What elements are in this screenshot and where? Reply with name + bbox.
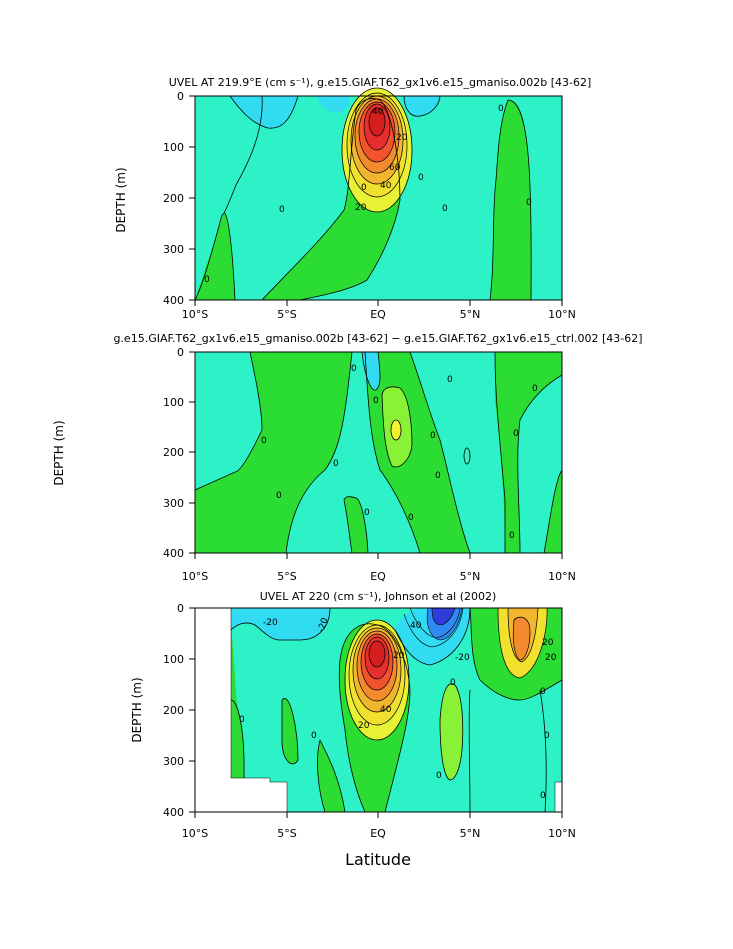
contour-label: 20 — [393, 651, 405, 661]
y-tick-label: 200 — [163, 192, 184, 205]
contour-label: 0 — [311, 731, 317, 741]
y-tick-label: 400 — [163, 547, 184, 560]
contour-label: 0 — [261, 436, 267, 446]
x-tick-label: 5°S — [277, 827, 296, 840]
contour-label: 20 — [396, 133, 408, 143]
x-tick-label: EQ — [370, 308, 386, 321]
contour-label: 20 — [545, 653, 557, 663]
y-tick-label: 300 — [163, 243, 184, 256]
x-tick-label: 10°S — [182, 308, 208, 321]
y-tick-label: 0 — [177, 346, 184, 359]
contour-label: -20 — [316, 616, 331, 633]
panel-1-title: UVEL AT 219.9°E (cm s⁻¹), g.e15.GIAF.T62… — [169, 76, 592, 89]
contour-label: 20 — [358, 721, 370, 731]
y-tick-label: 300 — [163, 755, 184, 768]
contour-label: 0 — [526, 198, 532, 208]
x-tick-label: 5°N — [460, 827, 481, 840]
contour-label: 0 — [430, 431, 436, 441]
y-tick-label: 400 — [163, 294, 184, 307]
panel-2-axes — [189, 351, 563, 559]
contour-label: 0 — [513, 429, 519, 439]
contour-label: 0 — [435, 471, 441, 481]
y-axis-label: DEPTH (m) — [52, 420, 66, 485]
x-tick-label: 10°N — [548, 570, 576, 583]
contour-label: 0 — [436, 771, 442, 781]
contour-label: 0 — [276, 491, 282, 501]
contour-label: 20 — [355, 203, 367, 213]
contour-label: 0 — [351, 364, 357, 374]
y-tick-label: 100 — [163, 141, 184, 154]
y-tick-label: 100 — [163, 653, 184, 666]
x-tick-label: 10°N — [548, 308, 576, 321]
contour-label: 0 — [204, 275, 210, 285]
contour-label: -20 — [263, 618, 278, 628]
panel-3-contour-labels: -20 -20 20 40 20 40 -20 20 20 0 0 0 0 0 … — [239, 616, 557, 801]
contour-label: 0 — [509, 531, 515, 541]
contour-label: -20 — [455, 653, 470, 663]
x-tick-label: EQ — [370, 827, 386, 840]
contour-label: 20 — [542, 638, 554, 648]
contour-label: 0 — [540, 687, 546, 697]
panel-1: UVEL AT 219.9°E (cm s⁻¹), g.e15.GIAF.T62… — [114, 76, 591, 321]
x-tick-label: 10°S — [182, 570, 208, 583]
contour-label: 0 — [450, 678, 456, 688]
contour-label: 40 — [372, 107, 384, 117]
contour-label: 0 — [408, 513, 414, 523]
y-tick-label: 300 — [163, 497, 184, 510]
y-axis-label: DEPTH (m) — [130, 677, 144, 742]
panel-2-plot — [194, 351, 563, 554]
contour-label: 0 — [442, 204, 448, 214]
x-axis-label: Latitude — [345, 850, 411, 869]
contour-label: 0 — [447, 375, 453, 385]
x-tick-label: 5°S — [277, 570, 296, 583]
x-tick-label: 10°N — [548, 827, 576, 840]
contour-label: 60 — [389, 163, 401, 173]
x-tick-label: 5°S — [277, 308, 296, 321]
panel-3-title: UVEL AT 220 (cm s⁻¹), Johnson et al (200… — [260, 590, 497, 603]
panel-2-contour-labels: 0 0 0 0 0 0 0 0 0 0 0 0 0 — [261, 364, 538, 541]
panel-1-contour-labels: 0 0 20 40 60 0 20 40 0 0 0 0 — [204, 104, 532, 285]
contour-label: 0 — [333, 459, 339, 469]
panel-3: UVEL AT 220 (cm s⁻¹), Johnson et al (200… — [130, 590, 576, 869]
contour-label: 0 — [361, 183, 367, 193]
contour-label: 0 — [239, 715, 245, 725]
panel-2-title: g.e15.GIAF.T62_gx1v6.e15_gmaniso.002b [4… — [113, 332, 642, 345]
x-tick-label: EQ — [370, 570, 386, 583]
contour-label: 40 — [410, 621, 422, 631]
contour-label: 0 — [373, 396, 379, 406]
panel-3-axes — [189, 607, 563, 818]
contour-label: 0 — [540, 791, 546, 801]
panel-3-plot — [194, 607, 563, 813]
contour-label: 0 — [544, 731, 550, 741]
y-tick-label: 0 — [177, 90, 184, 103]
y-tick-label: 100 — [163, 396, 184, 409]
x-tick-label: 5°N — [460, 570, 481, 583]
panel-2: g.e15.GIAF.T62_gx1v6.e15_gmaniso.002b [4… — [52, 332, 643, 583]
contour-label: 40 — [380, 181, 392, 191]
panel-1-axes — [189, 95, 563, 306]
contour-label: 0 — [498, 104, 504, 114]
contour-label: 0 — [532, 384, 538, 394]
y-tick-label: 0 — [177, 602, 184, 615]
y-axis-label: DEPTH (m) — [114, 167, 128, 232]
contour-label: 0 — [364, 508, 370, 518]
contour-label: 0 — [279, 205, 285, 215]
y-tick-label: 200 — [163, 704, 184, 717]
panel-1-plot — [194, 87, 563, 301]
x-tick-label: 10°S — [182, 827, 208, 840]
y-tick-label: 400 — [163, 806, 184, 819]
x-tick-label: 5°N — [460, 308, 481, 321]
y-tick-label: 200 — [163, 446, 184, 459]
contour-label: 0 — [418, 173, 424, 183]
contour-label: 40 — [380, 705, 392, 715]
